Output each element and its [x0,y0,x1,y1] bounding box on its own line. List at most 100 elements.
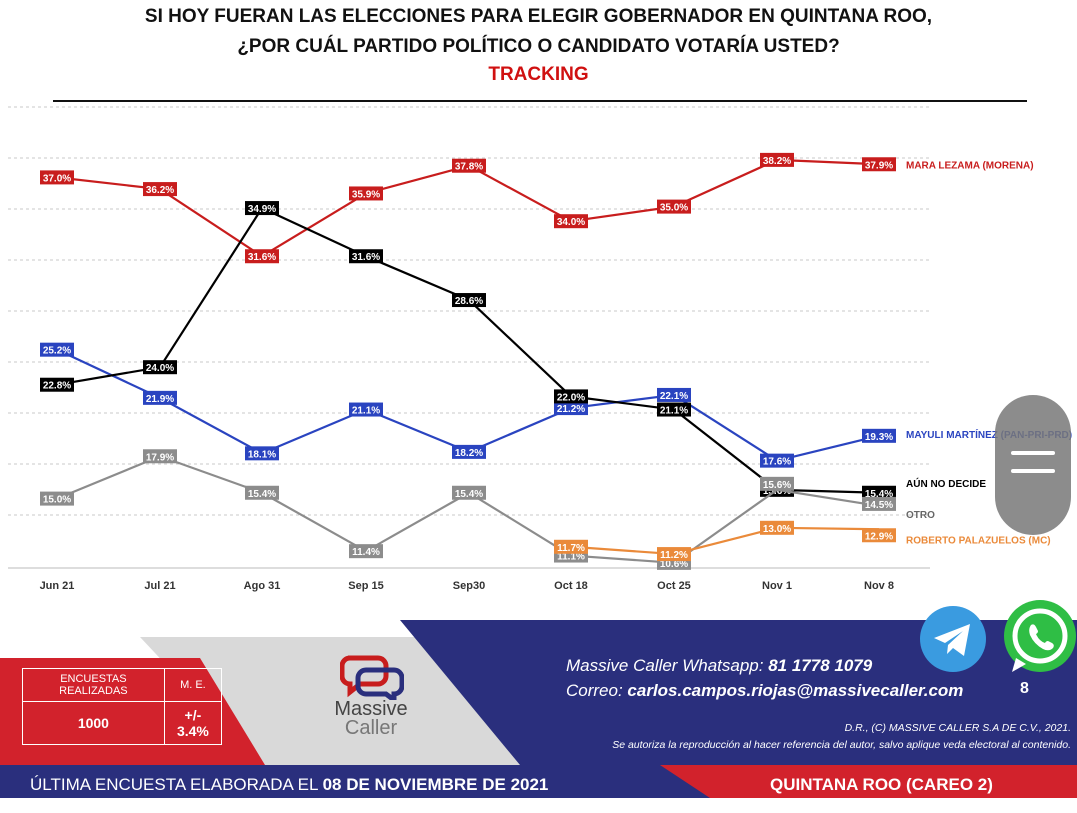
data-label-box [657,199,691,214]
data-label: 37.9% [865,160,893,171]
x-tick-label: Oct 25 [657,580,691,592]
data-label-box [554,539,588,554]
whatsapp-icon[interactable] [1000,598,1077,678]
data-label-box [40,491,74,506]
data-label-box [657,547,691,562]
data-label-box [349,186,383,201]
chart-title-line2: ¿POR CUÁL PARTIDO POLÍTICO O CANDIDATO V… [237,36,840,57]
data-label: 28.6% [455,296,483,307]
data-label-box [245,201,279,216]
data-label-box [349,402,383,417]
series-legend-label: AÚN NO DECIDE [906,477,986,490]
series-legend-label: MARA LEZAMA (MORENA) [906,160,1034,171]
whatsapp-number[interactable]: 81 1778 1079 [768,656,873,675]
x-tick-label: Nov 1 [762,580,792,592]
data-label: 37.8% [455,162,483,173]
data-label-box [862,496,896,511]
data-label: 18.2% [455,448,483,459]
series-legend-label: OTRO [906,510,935,521]
data-label: 19.3% [865,432,893,443]
data-label: 31.6% [352,252,380,263]
data-label: 15.4% [248,489,276,500]
data-label-box [143,449,177,464]
region-label: QUINTANA ROO (CAREO 2) [770,775,993,794]
x-tick-label: Ago 31 [244,580,281,592]
chart-subtitle: TRACKING [488,64,589,85]
data-label-box [245,249,279,264]
margin-error-value: +/- 3.4% [163,701,223,745]
data-label: 35.0% [660,203,688,214]
whatsapp-contact: Massive Caller Whatsapp: 81 1778 1079 [566,656,872,676]
data-label: 35.9% [352,189,380,200]
data-label-box [452,158,486,173]
data-label-box [40,170,74,185]
data-label-box [245,485,279,500]
x-tick-label: Sep 15 [348,580,383,592]
data-label-box [143,182,177,197]
surveys-value: 1000 [22,701,165,745]
data-label: 11.7% [557,543,585,554]
data-label-box [760,152,794,167]
data-label-box [760,453,794,468]
data-label-box [554,401,588,416]
page-number: 8 [1020,680,1029,697]
data-label-box [452,485,486,500]
scroll-handle-line [1011,469,1055,473]
data-label: 25.2% [43,346,71,357]
last-survey-text: ÚLTIMA ENCUESTA ELABORADA EL 08 DE NOVIE… [30,775,548,795]
data-label-box [40,342,74,357]
margin-error-header: M. E. [163,667,223,703]
email-prefix: Correo: [566,681,623,700]
whatsapp-prefix: Massive Caller Whatsapp: [566,656,764,675]
data-label: 14.5% [865,500,893,511]
telegram-icon[interactable] [918,604,988,674]
data-label: 21.1% [660,406,688,417]
data-label: 11.4% [352,547,380,558]
x-tick-label: Jul 21 [144,580,175,592]
data-label-box [760,476,794,491]
data-label: 15.4% [455,489,483,500]
data-label: 21.2% [557,404,585,415]
data-label: 22.8% [43,381,71,392]
data-label-box [40,377,74,392]
massive-caller-logo-icon [340,655,404,700]
data-label: 17.9% [146,452,174,463]
x-tick-label: Sep30 [453,580,485,592]
x-tick-label: Jun 21 [40,580,75,592]
data-label-box [554,389,588,404]
data-label-box [452,293,486,308]
data-label: 22.0% [557,392,585,403]
data-label: 11.2% [660,550,688,561]
data-label-box [862,157,896,172]
data-label: 21.9% [146,394,174,405]
data-label-box [862,428,896,443]
data-label: 10.6% [660,559,688,570]
x-tick-label: Oct 18 [554,580,588,592]
x-tick-label: Nov 8 [864,580,894,592]
tracking-line-chart: Jun 21 Jul 21 Ago 31 Sep 15 Sep30 Oct 18 Oct 2… [8,106,1072,592]
logo-line2: Caller [344,717,398,739]
data-label-box [657,402,691,417]
data-label-box [143,360,177,375]
last-survey-prefix: ÚLTIMA ENCUESTA ELABORADA EL [30,775,318,794]
data-label-box [862,485,896,500]
data-label: 22.1% [660,391,688,402]
data-label: 24.0% [146,363,174,374]
legal-notice: Se autoriza la reproducción al hacer ref… [612,739,1071,751]
data-label: 15.4% [865,489,893,500]
data-label-box [657,387,691,402]
footer-banner [0,620,1077,798]
scroll-handle-line [1011,451,1055,455]
data-label-box [554,214,588,229]
data-label-box [349,544,383,559]
scroll-handle[interactable] [995,395,1071,535]
logo-wordmark: Massive Caller [326,698,416,739]
data-label-box [862,528,896,543]
logo-line1: Massive [334,698,408,720]
data-label-box [760,520,794,535]
email-contact: Correo: carlos.campos.riojas@massivecall… [566,681,963,701]
data-label: 17.6% [763,457,791,468]
email-link[interactable]: carlos.campos.riojas@massivecaller.com [627,681,964,700]
chart-title-line1: SI HOY FUERAN LAS ELECCIONES PARA ELEGIR… [144,6,933,27]
data-label-box [349,249,383,264]
